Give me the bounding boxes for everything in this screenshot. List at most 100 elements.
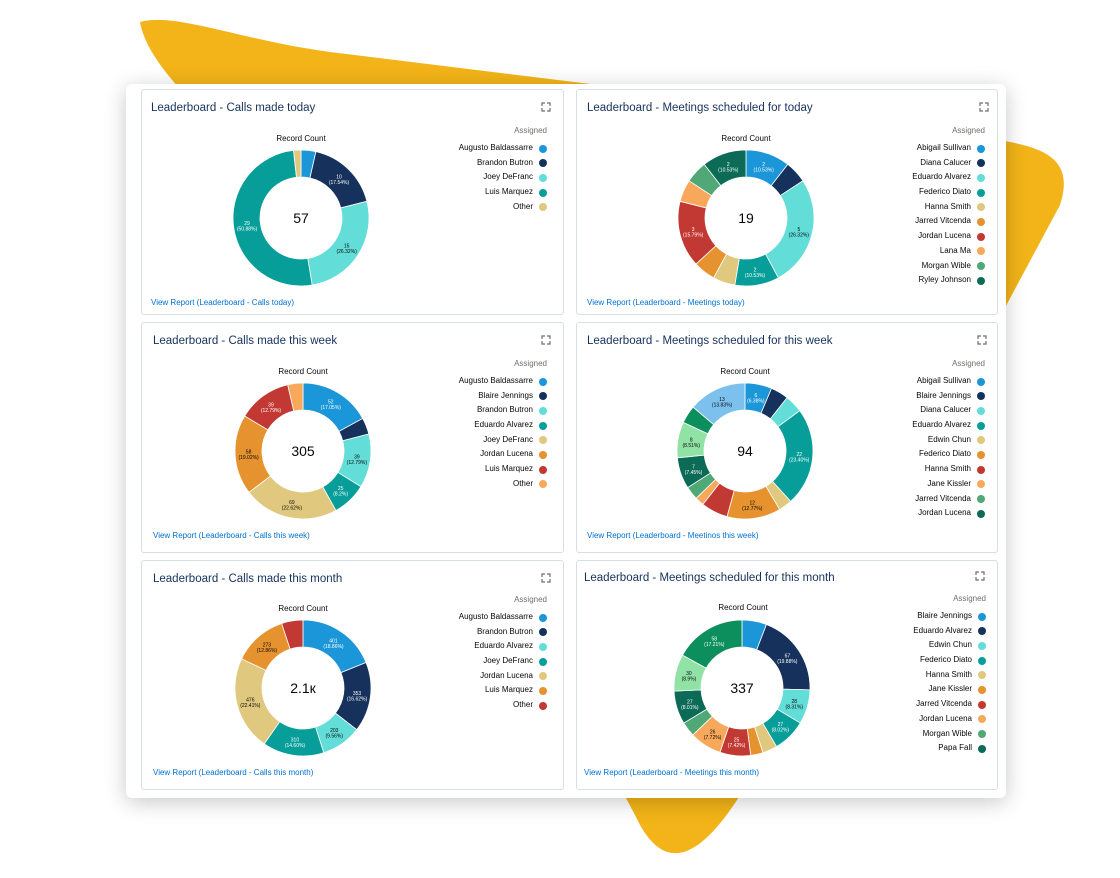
legend-item[interactable]: Jordan Lucena bbox=[817, 229, 987, 244]
legend-item[interactable]: Federico Diato bbox=[817, 447, 987, 462]
legend-item[interactable]: Blaire Jennings bbox=[379, 389, 549, 404]
legend-item[interactable]: Abigail Sullivan bbox=[817, 141, 987, 156]
legend-item[interactable]: Federico Diato bbox=[817, 185, 987, 200]
legend-item[interactable]: Diana Calucer bbox=[817, 403, 987, 418]
legend-item[interactable]: Blaire Jennings bbox=[817, 389, 987, 404]
view-report-link[interactable]: View Report (Leaderboard - Calls today) bbox=[151, 298, 295, 307]
view-report-link[interactable]: View Report (Leaderboard - Calls this mo… bbox=[153, 768, 314, 777]
slice-percent-label: (17.54%) bbox=[329, 180, 350, 186]
legend-item[interactable]: Augusto Baldassarre bbox=[379, 141, 549, 156]
card-title: Leaderboard - Meetings scheduled for tod… bbox=[587, 102, 813, 114]
donut-slice[interactable] bbox=[764, 180, 815, 279]
legend-dot bbox=[539, 173, 547, 182]
donut-slice[interactable] bbox=[692, 382, 746, 426]
legend-label: Joey DeFranc bbox=[483, 656, 533, 666]
legend-item[interactable]: Jordan Lucena bbox=[379, 447, 549, 462]
legend-dot bbox=[977, 495, 985, 503]
legend-item[interactable]: Joey DeFranc bbox=[379, 654, 549, 669]
legend-item[interactable]: Eduardo Alvarez bbox=[379, 418, 549, 433]
legend-item[interactable]: Edwin Chun bbox=[817, 433, 987, 448]
legend-item[interactable]: Augusto Baldassarre bbox=[379, 610, 549, 625]
legend-title: Assigned bbox=[953, 594, 986, 603]
legend-item[interactable]: Luis Marquez bbox=[379, 683, 549, 698]
legend-label: Hanna Smith bbox=[924, 201, 971, 211]
legend-label: Blaire Jennings bbox=[916, 390, 971, 400]
legend-item[interactable]: Jane Kissler bbox=[817, 477, 987, 492]
legend-dot bbox=[978, 730, 986, 738]
legend-item[interactable]: Hanna Smith bbox=[817, 200, 987, 215]
legend-item[interactable]: Luis Marquez bbox=[379, 185, 549, 200]
legend-item[interactable]: Joey DeFranc bbox=[379, 170, 549, 185]
legend-item[interactable]: Jarred Vitcenda bbox=[817, 492, 987, 507]
legend-dot bbox=[977, 144, 985, 153]
legend-item[interactable]: Morgan Wible bbox=[817, 259, 987, 274]
legend-item[interactable]: Jordan Lucena bbox=[379, 669, 549, 684]
slice-percent-label: (22.41%) bbox=[240, 703, 261, 709]
donut-slice[interactable] bbox=[307, 200, 370, 286]
slice-value-label: 203 bbox=[330, 728, 339, 734]
legend-item[interactable]: Morgan Wible bbox=[818, 727, 988, 742]
legend-item[interactable]: Joey DeFranc bbox=[379, 433, 549, 448]
slice-percent-label: (19.88%) bbox=[777, 659, 798, 665]
view-report-link[interactable]: View Report (Leaderboard - Meetings toda… bbox=[587, 298, 745, 307]
legend-item[interactable]: Eduardo Alvarez bbox=[817, 170, 987, 185]
legend-item[interactable]: Hanna Smith bbox=[818, 668, 988, 683]
donut-slice[interactable] bbox=[756, 624, 811, 691]
view-report-link[interactable]: View Report (Leaderboard - Calls this we… bbox=[153, 531, 310, 540]
legend-item[interactable]: Eduardo Alvarez bbox=[817, 418, 987, 433]
legend-item[interactable]: Luis Marquez bbox=[379, 462, 549, 477]
donut-slice[interactable] bbox=[281, 619, 304, 650]
donut-slice[interactable] bbox=[287, 382, 304, 412]
legend-item[interactable]: Jarred Vitcenda bbox=[818, 697, 988, 712]
donut-slice[interactable] bbox=[232, 149, 313, 287]
donut-slice[interactable] bbox=[703, 149, 747, 187]
legend-item[interactable]: Edwin Chun bbox=[818, 638, 988, 653]
expand-icon[interactable] bbox=[977, 335, 987, 345]
legend-item[interactable]: Other bbox=[379, 477, 549, 492]
legend-dot bbox=[539, 144, 547, 153]
legend-item[interactable]: Jordan Lucena bbox=[818, 712, 988, 727]
legend-item[interactable]: Eduardo Alvarez bbox=[379, 639, 549, 654]
donut-slice[interactable] bbox=[293, 149, 302, 178]
legend-item[interactable]: Lana Ma bbox=[817, 244, 987, 259]
legend-item[interactable]: Diana Calucer bbox=[817, 156, 987, 171]
legend-item[interactable]: Abigail Sullivan bbox=[817, 374, 987, 389]
view-report-link[interactable]: View Report (Leaderboard - Meetings this… bbox=[584, 768, 760, 777]
legend-item[interactable]: Other bbox=[379, 698, 549, 713]
legend-item[interactable]: Federico Diato bbox=[818, 653, 988, 668]
legend-label: Luis Marquez bbox=[484, 685, 533, 695]
legend-dot bbox=[539, 686, 547, 695]
legend-item[interactable]: Jarred Vitcenda bbox=[817, 214, 987, 229]
slice-value-label: 25 bbox=[338, 486, 344, 492]
legend-item[interactable]: Augusto Baldassarre bbox=[379, 374, 549, 389]
legend-item[interactable]: Jane Kissler bbox=[818, 682, 988, 697]
legend-item[interactable]: Ryley Johnson bbox=[817, 273, 987, 288]
legend-label: Edwin Chun bbox=[928, 640, 972, 650]
legend-dot bbox=[539, 480, 547, 489]
expand-icon[interactable] bbox=[541, 102, 551, 112]
donut-slice[interactable] bbox=[234, 658, 281, 745]
slice-value-label: 22 bbox=[796, 452, 802, 458]
expand-icon[interactable] bbox=[975, 571, 985, 581]
legend-label: Eduardo Alvarez bbox=[913, 625, 972, 635]
legend-item[interactable]: Blaire Jennings bbox=[818, 609, 988, 624]
legend-item[interactable]: Brandon Butron bbox=[379, 403, 549, 418]
expand-icon[interactable] bbox=[541, 335, 551, 345]
donut-slice[interactable] bbox=[681, 619, 743, 669]
legend-dot bbox=[539, 203, 547, 212]
legend-dot bbox=[977, 465, 985, 474]
legend-item[interactable]: Hanna Smith bbox=[817, 462, 987, 477]
expand-icon[interactable] bbox=[541, 573, 551, 583]
legend-item[interactable]: Brandon Butron bbox=[379, 156, 549, 171]
legend-item[interactable]: Other bbox=[379, 200, 549, 215]
chart-card-calls-month: Leaderboard - Calls made this month Reco… bbox=[141, 560, 564, 790]
legend-item[interactable]: Papa Fall bbox=[818, 741, 988, 756]
legend-item[interactable]: Eduardo Alvarez bbox=[818, 624, 988, 639]
view-report-link[interactable]: View Report (Leaderboard - Meetinos this… bbox=[587, 531, 759, 540]
legend-item[interactable]: Jordan Lucena bbox=[817, 506, 987, 521]
legend-label: Hanna Smith bbox=[925, 669, 972, 679]
expand-icon[interactable] bbox=[979, 102, 989, 112]
legend-item[interactable]: Brandon Butron bbox=[379, 625, 549, 640]
donut-chart: 401(18.86%) 353(16.62%) 203(9.56%) 310(14.6… bbox=[234, 619, 372, 757]
legend-label: Morgan Wible bbox=[921, 260, 971, 270]
